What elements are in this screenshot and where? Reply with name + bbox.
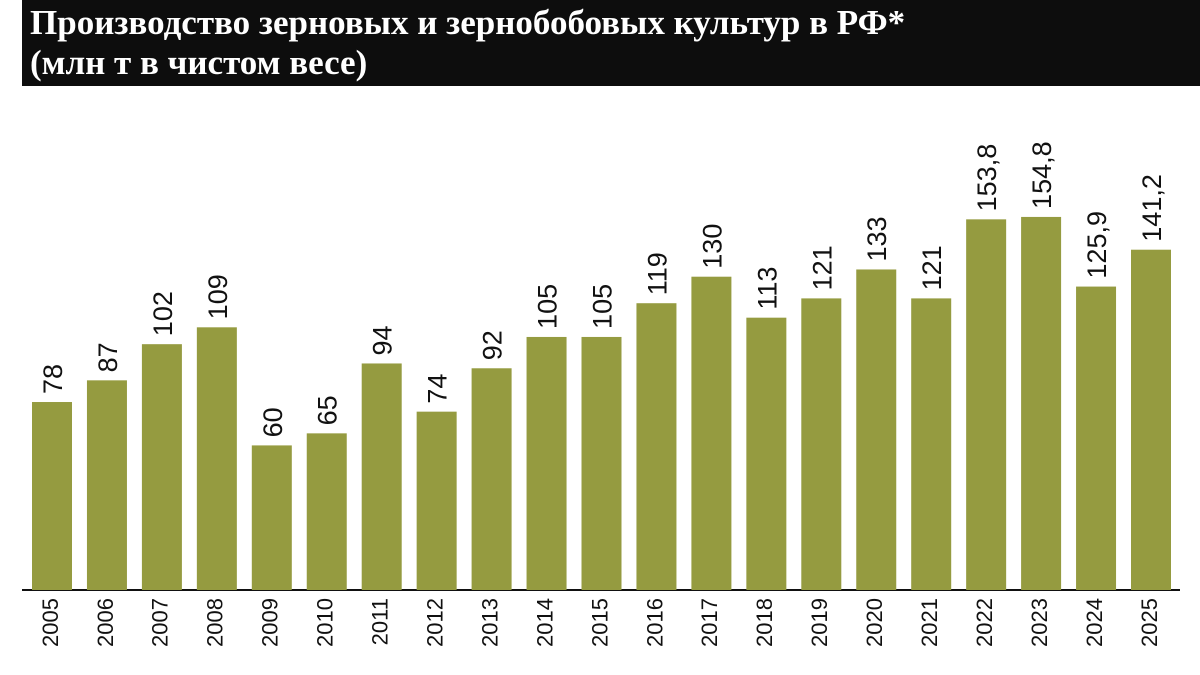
value-label: 133	[862, 216, 892, 261]
bar	[966, 219, 1007, 591]
bar	[306, 433, 347, 590]
bar	[416, 411, 457, 590]
bar	[251, 445, 292, 590]
x-tick-label: 2013	[477, 598, 502, 647]
value-label: 113	[752, 267, 782, 310]
x-tick-label: 2006	[93, 598, 118, 647]
bar	[1131, 249, 1171, 590]
x-tick-label: 2005	[38, 598, 63, 647]
bar	[32, 402, 72, 590]
x-tick-label: 2017	[697, 598, 722, 647]
x-tick-label: 2010	[313, 598, 338, 647]
x-tick-label: 2022	[972, 598, 997, 647]
value-label: 154,8	[1027, 141, 1057, 209]
value-label: 94	[368, 325, 398, 355]
bar	[801, 298, 842, 590]
bar	[196, 327, 237, 590]
value-label: 121	[807, 245, 837, 290]
value-label: 78	[38, 364, 68, 394]
bar	[691, 276, 732, 590]
bar	[361, 363, 402, 590]
value-label: 125,9	[1082, 211, 1112, 279]
value-label: 109	[203, 274, 233, 319]
value-label: 141,2	[1137, 174, 1167, 242]
bar	[1076, 286, 1117, 590]
value-label: 102	[148, 291, 178, 336]
value-label: 119	[642, 252, 672, 295]
value-label: 65	[313, 395, 343, 425]
bar	[1021, 216, 1062, 590]
value-label: 87	[93, 342, 123, 372]
x-tick-label: 2021	[917, 598, 942, 647]
value-label: 130	[697, 224, 727, 269]
x-tick-label: 2025	[1137, 598, 1162, 647]
bar	[636, 303, 677, 590]
value-label: 92	[478, 330, 508, 360]
x-tick-label: 2016	[642, 598, 667, 647]
x-tick-label: 2009	[258, 598, 283, 647]
x-tick-label: 2007	[148, 598, 173, 647]
chart-title: Производство зерновых и зернобобовых кул…	[30, 3, 905, 42]
x-tick-label: 2011	[368, 598, 393, 645]
bar	[746, 317, 787, 590]
title-background	[22, 0, 1200, 86]
value-label: 121	[917, 245, 947, 290]
bar	[911, 298, 952, 590]
bar	[581, 336, 622, 590]
x-tick-label: 2024	[1082, 598, 1107, 647]
bar	[86, 380, 127, 590]
x-tick-label: 2018	[752, 598, 777, 647]
x-tick-label: 2012	[422, 598, 447, 647]
x-tick-label: 2014	[532, 598, 557, 647]
value-label: 74	[423, 374, 453, 404]
x-tick-label: 2023	[1027, 598, 1052, 647]
value-label: 105	[588, 284, 618, 329]
x-tick-label: 2019	[807, 598, 832, 647]
bar	[856, 269, 897, 590]
bar	[141, 344, 182, 590]
chart-subtitle: (млн т в чистом весе)	[30, 43, 367, 82]
value-label: 105	[533, 284, 563, 329]
value-label: 60	[258, 407, 288, 437]
x-tick-label: 2020	[862, 598, 887, 647]
x-tick-label: 2008	[203, 598, 228, 647]
x-tick-label: 2015	[587, 598, 612, 647]
bar	[471, 368, 512, 590]
value-label: 153,8	[972, 144, 1002, 212]
bar	[526, 336, 567, 590]
